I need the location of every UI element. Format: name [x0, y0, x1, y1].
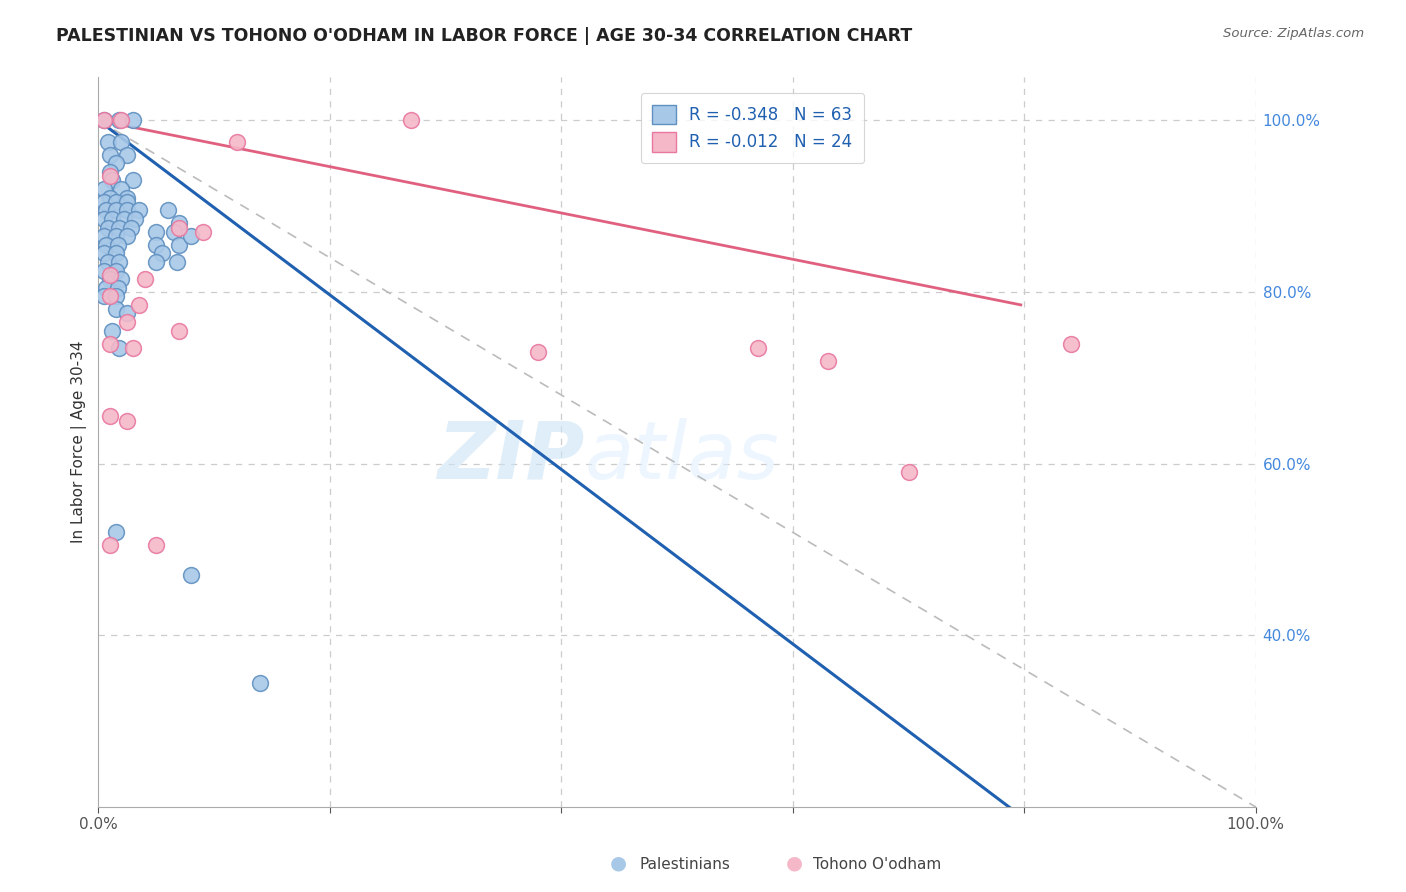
Point: [150, 246, 173, 260]
Point: [93, 212, 115, 227]
Point: [169, 237, 191, 252]
Point: [117, 306, 139, 320]
Point: [169, 216, 191, 230]
Point: [104, 246, 127, 260]
Point: [110, 182, 132, 196]
Point: [107, 237, 129, 252]
Point: [96, 203, 118, 218]
Point: [93, 194, 115, 209]
Point: [93, 113, 115, 128]
Point: [122, 113, 145, 128]
Point: [180, 568, 202, 582]
Point: [110, 272, 132, 286]
Point: [117, 191, 139, 205]
Point: [108, 220, 131, 235]
Point: [93, 263, 115, 277]
Point: [104, 525, 127, 540]
Point: [128, 203, 150, 218]
Point: [110, 113, 132, 128]
Point: [104, 229, 127, 244]
Point: [162, 225, 184, 239]
Point: [117, 203, 139, 218]
Point: [104, 263, 127, 277]
Point: [169, 324, 191, 338]
Point: [93, 289, 115, 303]
Point: [98, 272, 121, 286]
Point: [145, 538, 167, 552]
Point: [98, 147, 121, 161]
Point: [817, 353, 839, 368]
Point: [117, 229, 139, 244]
Y-axis label: In Labor Force | Age 30-34: In Labor Force | Age 30-34: [72, 341, 87, 543]
Legend: R = -0.348   N = 63, R = -0.012   N = 24: R = -0.348 N = 63, R = -0.012 N = 24: [641, 93, 863, 163]
Point: [527, 345, 550, 359]
Point: [1059, 336, 1081, 351]
Point: [117, 147, 139, 161]
Point: [122, 173, 145, 187]
Point: [166, 255, 188, 269]
Text: Source: ZipAtlas.com: Source: ZipAtlas.com: [1223, 27, 1364, 40]
Text: atlas: atlas: [585, 417, 779, 496]
Point: [98, 409, 121, 424]
Point: [112, 212, 135, 227]
Point: [98, 336, 121, 351]
Point: [145, 255, 167, 269]
Point: [93, 229, 115, 244]
Point: [110, 135, 132, 149]
Point: [122, 341, 145, 355]
Point: [108, 255, 131, 269]
Point: [747, 341, 769, 355]
Point: [98, 191, 121, 205]
Point: [104, 156, 127, 170]
Point: [98, 268, 121, 282]
Point: [399, 113, 422, 128]
Point: [98, 169, 121, 183]
Point: [169, 220, 191, 235]
Point: [93, 113, 115, 128]
Point: [97, 135, 120, 149]
Point: [98, 538, 121, 552]
Point: [117, 315, 139, 329]
Point: [104, 194, 127, 209]
Point: [101, 212, 124, 227]
Point: [104, 203, 127, 218]
Text: PALESTINIAN VS TOHONO O'ODHAM IN LABOR FORCE | AGE 30-34 CORRELATION CHART: PALESTINIAN VS TOHONO O'ODHAM IN LABOR F…: [56, 27, 912, 45]
Point: [191, 225, 214, 239]
Point: [180, 229, 202, 244]
Point: [96, 281, 118, 295]
Point: [117, 414, 139, 428]
Point: [97, 220, 120, 235]
Point: [128, 298, 150, 312]
Point: [108, 113, 131, 128]
Point: [93, 246, 115, 260]
Point: [104, 302, 127, 317]
Text: Palestinians: Palestinians: [640, 857, 731, 872]
Text: ●: ●: [610, 854, 627, 872]
Point: [101, 324, 124, 338]
Text: Tohono O'odham: Tohono O'odham: [813, 857, 941, 872]
Point: [117, 194, 139, 209]
Point: [897, 465, 920, 479]
Text: ZIP: ZIP: [437, 417, 585, 496]
Point: [93, 182, 115, 196]
Point: [96, 237, 118, 252]
Point: [98, 165, 121, 179]
Point: [97, 255, 120, 269]
Point: [145, 237, 167, 252]
Text: ●: ●: [786, 854, 803, 872]
Point: [104, 289, 127, 303]
Point: [108, 341, 131, 355]
Point: [134, 272, 156, 286]
Point: [226, 135, 249, 149]
Point: [107, 281, 129, 295]
Point: [101, 173, 124, 187]
Point: [120, 220, 142, 235]
Point: [98, 289, 121, 303]
Point: [249, 675, 271, 690]
Point: [145, 225, 167, 239]
Point: [156, 203, 179, 218]
Point: [124, 212, 146, 227]
